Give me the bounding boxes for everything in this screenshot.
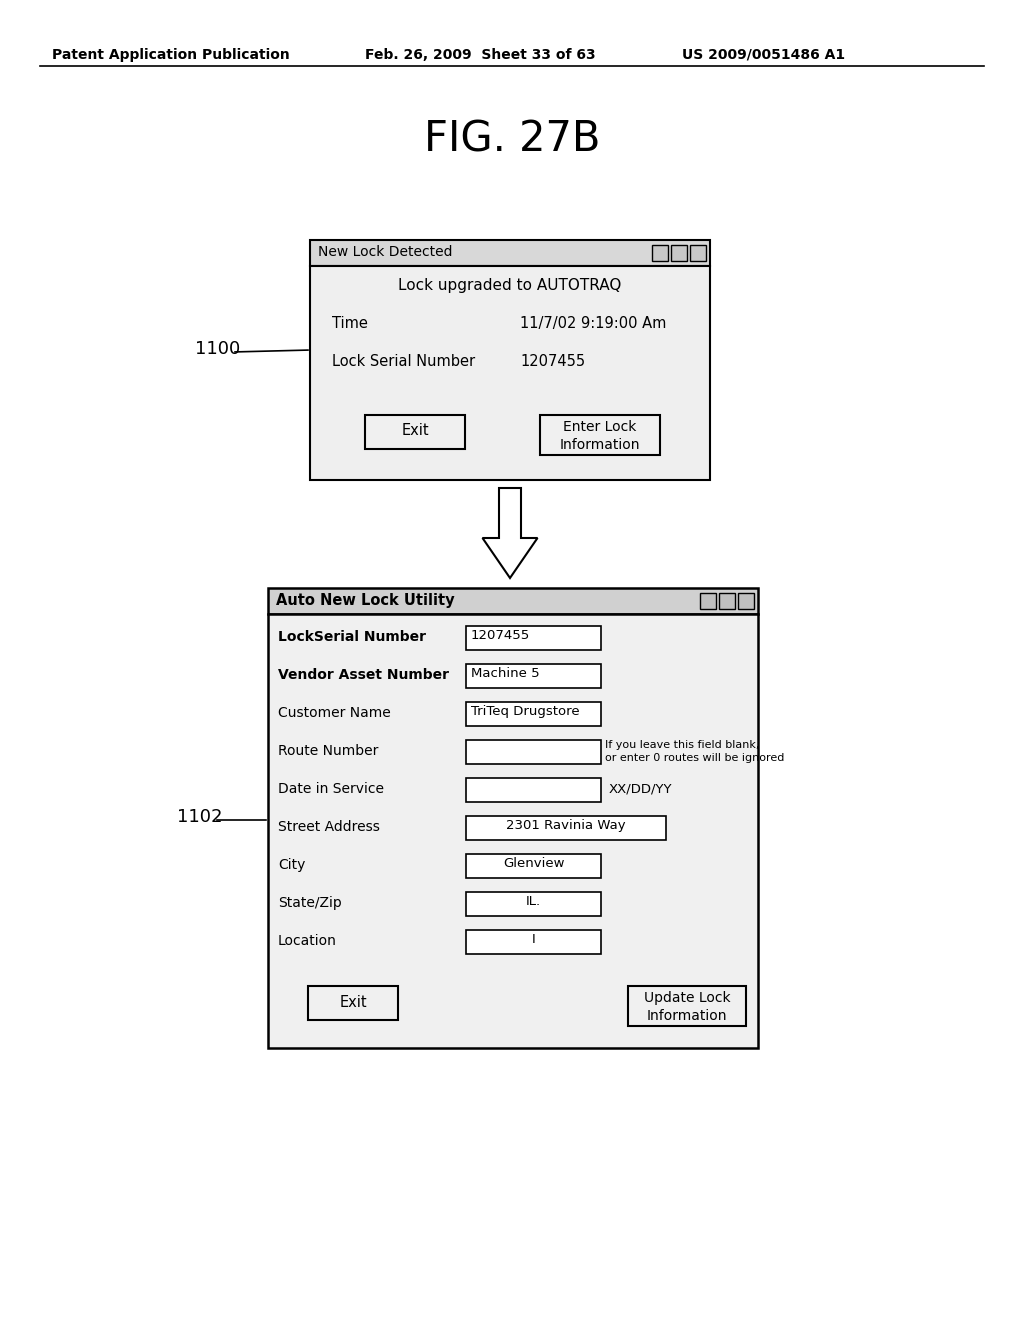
Bar	[700, 593, 716, 609]
Bar	[719, 593, 735, 609]
Text: US 2009/0051486 A1: US 2009/0051486 A1	[682, 48, 845, 62]
Bar	[268, 587, 758, 614]
Text: Location: Location	[278, 935, 337, 948]
Bar	[466, 741, 601, 764]
Text: Vendor Asset Number: Vendor Asset Number	[278, 668, 449, 682]
Bar	[268, 614, 758, 1048]
Bar	[671, 246, 687, 261]
Text: TriTeq Drugstore: TriTeq Drugstore	[471, 705, 580, 718]
Text: Enter Lock
Information: Enter Lock Information	[560, 420, 640, 453]
Bar	[690, 246, 706, 261]
Text: City: City	[278, 858, 305, 873]
Bar	[365, 414, 465, 449]
Text: Glenview: Glenview	[503, 857, 564, 870]
Text: XX/DD/YY: XX/DD/YY	[609, 781, 673, 795]
Text: Exit: Exit	[339, 995, 367, 1010]
Text: 1207455: 1207455	[471, 630, 530, 642]
Bar	[466, 702, 601, 726]
Text: Lock Serial Number: Lock Serial Number	[332, 354, 475, 370]
Bar	[466, 892, 601, 916]
Text: 1207455: 1207455	[520, 354, 585, 370]
Text: New Lock Detected: New Lock Detected	[318, 246, 453, 259]
Text: Feb. 26, 2009  Sheet 33 of 63: Feb. 26, 2009 Sheet 33 of 63	[365, 48, 596, 62]
Bar	[540, 414, 660, 455]
Text: FIG. 27B: FIG. 27B	[424, 117, 600, 160]
Text: Route Number: Route Number	[278, 744, 379, 758]
Text: Patent Application Publication: Patent Application Publication	[52, 48, 290, 62]
Bar	[628, 986, 746, 1026]
Bar	[310, 240, 710, 267]
Text: 11/7/02 9:19:00 Am: 11/7/02 9:19:00 Am	[520, 315, 667, 331]
Text: Exit: Exit	[401, 422, 429, 438]
Text: IL.: IL.	[526, 895, 541, 908]
Bar	[308, 986, 398, 1020]
Text: 2301 Ravinia Way: 2301 Ravinia Way	[506, 818, 626, 832]
Text: Time: Time	[332, 315, 368, 331]
Bar	[466, 816, 666, 840]
Bar	[652, 246, 668, 261]
Text: Date in Service: Date in Service	[278, 781, 384, 796]
Bar	[466, 626, 601, 649]
Text: Lock upgraded to AUTOTRAQ: Lock upgraded to AUTOTRAQ	[398, 279, 622, 293]
Text: LockSerial Number: LockSerial Number	[278, 630, 426, 644]
Bar	[466, 931, 601, 954]
Text: Auto New Lock Utility: Auto New Lock Utility	[276, 593, 455, 609]
Bar	[310, 267, 710, 480]
Text: Machine 5: Machine 5	[471, 667, 540, 680]
Text: Update Lock
Information: Update Lock Information	[644, 991, 730, 1023]
Text: Street Address: Street Address	[278, 820, 380, 834]
Bar	[466, 854, 601, 878]
Text: I: I	[531, 933, 536, 946]
Bar	[466, 777, 601, 803]
Text: If you leave this field blank,
or enter 0 routes will be ignored: If you leave this field blank, or enter …	[605, 741, 784, 763]
Text: State/Zip: State/Zip	[278, 896, 342, 909]
Text: 1100: 1100	[195, 341, 241, 358]
Text: 1102: 1102	[177, 808, 222, 826]
Text: Customer Name: Customer Name	[278, 706, 391, 719]
Polygon shape	[482, 488, 538, 578]
Bar	[738, 593, 754, 609]
Bar	[466, 664, 601, 688]
